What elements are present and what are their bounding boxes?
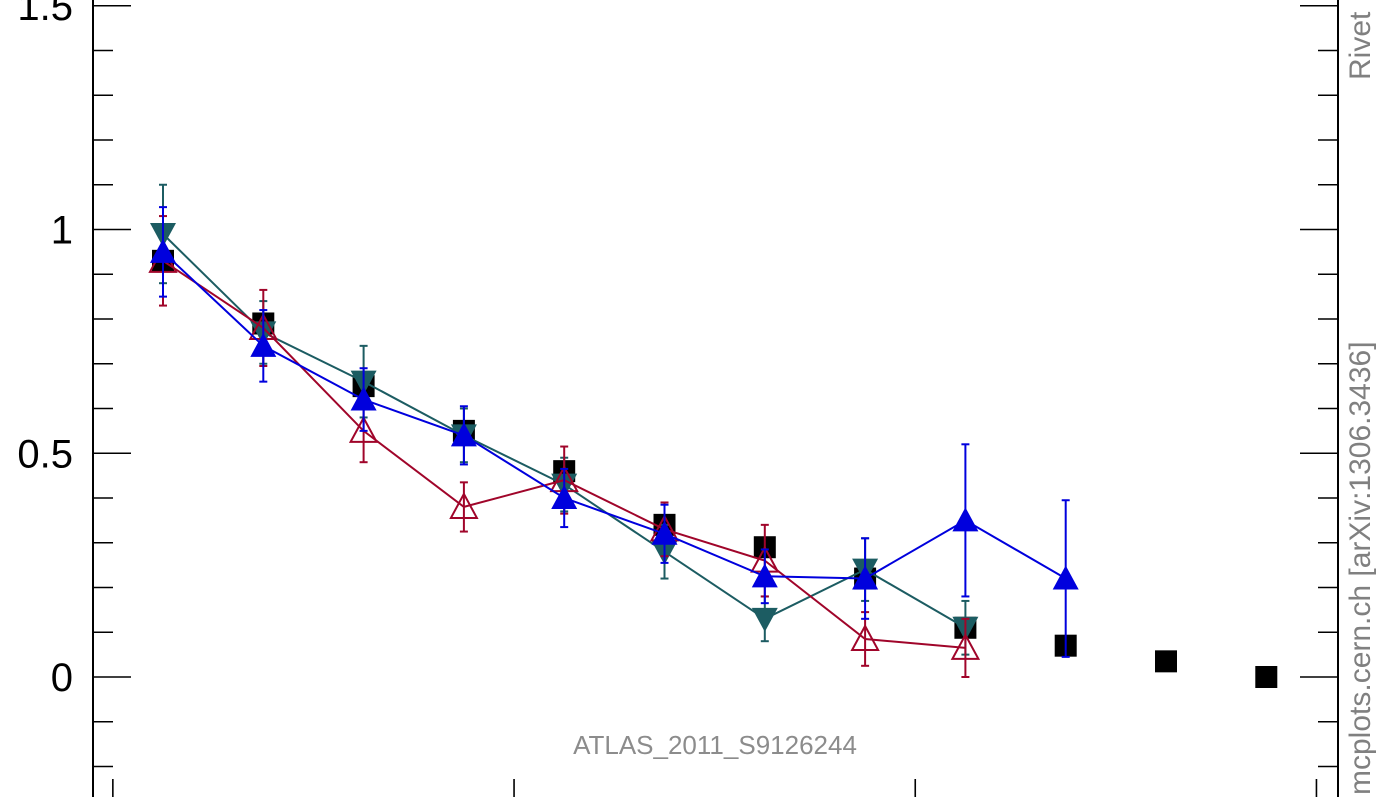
data-point — [150, 238, 176, 263]
data-point — [751, 607, 778, 632]
data-point — [1155, 650, 1177, 673]
data-point — [852, 565, 879, 590]
data-point — [348, 415, 379, 443]
data-point — [1255, 666, 1278, 688]
axis-ticks — [93, 4, 1338, 797]
series-layer — [148, 183, 1278, 688]
data-point — [551, 485, 578, 509]
mcplots-label: mcplots.cern.ch [arXiv:1306.3436] — [1344, 341, 1377, 795]
analysis-label: ATLAS_2011_S9126244 — [573, 730, 857, 760]
data-point — [751, 563, 778, 588]
y-tick-label: 0.5 — [17, 432, 73, 476]
series-line — [162, 251, 1067, 580]
data-point — [350, 386, 377, 411]
data-point — [651, 520, 678, 545]
series-0 — [152, 249, 1278, 688]
data-point — [952, 507, 979, 532]
data-point — [449, 491, 479, 519]
data-point — [250, 332, 277, 357]
y-tick-label: 0 — [51, 656, 73, 700]
series-2 — [148, 215, 981, 678]
rivet-label: Rivet — [1344, 11, 1377, 80]
data-point — [850, 623, 880, 651]
y-tick-labels: 0 0.5 1 1.5 — [17, 0, 73, 700]
series-3 — [150, 206, 1079, 658]
y-tick-label: 1.5 — [17, 0, 73, 29]
y-tick-label: 1 — [51, 209, 73, 253]
data-point — [450, 422, 477, 447]
data-point — [1052, 565, 1079, 590]
series-line — [162, 233, 966, 629]
plot-frame — [92, 0, 1339, 797]
data-point — [950, 632, 981, 660]
